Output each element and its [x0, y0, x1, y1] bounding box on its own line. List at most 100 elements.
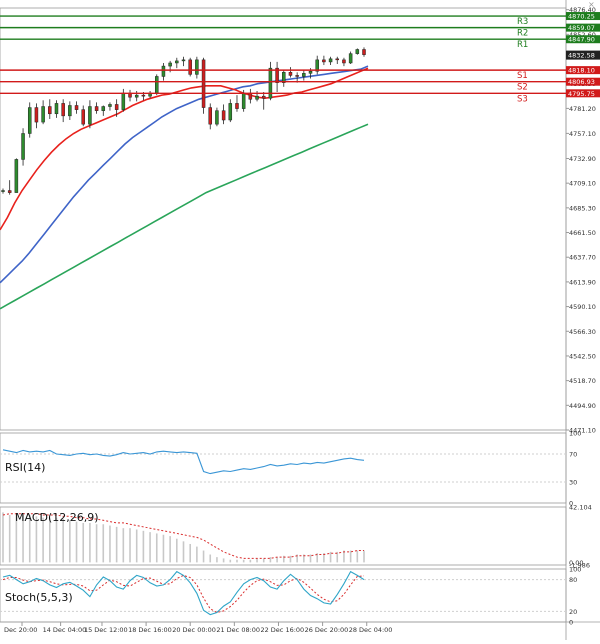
macd-signal-line [2, 513, 364, 559]
candle-up [175, 60, 179, 64]
candle-up [348, 53, 353, 64]
candle-down [362, 49, 366, 55]
candle-up [134, 94, 139, 98]
candle-down [322, 59, 326, 63]
candle-up [41, 106, 45, 123]
rsi-tick-label: 30 [569, 479, 577, 487]
level-price-tag [566, 23, 600, 32]
level-name-s2: S2 [517, 83, 528, 93]
price-tick-label: 4781.20 [569, 105, 596, 113]
candle-up [282, 72, 286, 83]
candle-up [108, 104, 112, 107]
macd-title: MACD(12,26,9) [15, 511, 99, 524]
candle-down [208, 107, 212, 125]
close-icon: × [588, 0, 595, 9]
rsi-tick-label: 0 [569, 500, 573, 508]
candle-down [74, 105, 79, 110]
candle-down [288, 72, 293, 76]
candle-up [21, 133, 25, 160]
time-tick-label: 18 Dec 16:00 [128, 626, 172, 634]
price-tick-label: 4876.40 [569, 6, 596, 14]
price-tick-label: 4494.90 [569, 402, 596, 410]
ma-mid-line [0, 65, 369, 284]
price-tick-label: 4518.70 [569, 377, 596, 385]
candle-down [141, 94, 146, 97]
candle-down [48, 106, 52, 115]
current-price-label: 4832.58 [568, 52, 595, 60]
stoch-main-line [2, 570, 365, 616]
candle-up [355, 49, 360, 54]
price-tick-label: 4709.10 [569, 180, 596, 188]
price-tick-label: 4590.10 [569, 303, 596, 311]
candle-up [1, 190, 5, 192]
candle-down [34, 107, 39, 123]
candle-down [201, 59, 206, 108]
level-price-label: 4818.10 [568, 67, 595, 75]
level-name-r2: R2 [517, 29, 528, 39]
level-price-tag [566, 12, 600, 21]
price-tick-label: 4661.50 [569, 229, 596, 237]
candle-down [275, 67, 279, 83]
price-tick-label: 4732.90 [569, 155, 596, 163]
stoch-tick-label: 0 [569, 619, 573, 627]
level-price-label: 4795.75 [568, 90, 595, 98]
candle-down [221, 110, 226, 121]
current-price-tag [566, 50, 600, 60]
time-tick-label: 14 Dec 04:00 [43, 626, 87, 634]
level-name-r1: R1 [517, 40, 528, 50]
candle-down [295, 75, 299, 77]
stoch-title: Stoch(5,5,3) [5, 591, 73, 604]
macd-tick-label: -1.986 [569, 562, 590, 570]
candle-up [155, 76, 159, 94]
candle-down [235, 103, 239, 109]
candle-down [188, 59, 192, 75]
level-price-tag [566, 66, 600, 75]
candle-up [161, 65, 166, 77]
candle-up [181, 59, 186, 62]
candle-up [215, 110, 219, 125]
time-tick-label: 15 Dec 12:00 [84, 626, 128, 634]
price-tick-label: 4685.30 [569, 204, 596, 212]
candle-up [328, 58, 333, 63]
macd-tick-label: 0.00 [569, 559, 583, 567]
candle-up [68, 105, 72, 117]
candle-up [195, 59, 199, 75]
level-name-s3: S3 [517, 94, 528, 104]
time-tick-label: 26 Dec 20:00 [305, 626, 349, 634]
candle-up [101, 106, 106, 111]
pane-frame-stoch [0, 568, 567, 623]
candle-up [308, 71, 313, 74]
candle-up [54, 103, 59, 115]
level-price-tag [566, 89, 600, 98]
pane-frame-price [0, 7, 567, 431]
ma-fast-line [0, 67, 369, 231]
candle-up [228, 103, 233, 121]
candle-down [81, 109, 85, 125]
macd-tick-label: 42.104 [569, 504, 592, 512]
price-tick-label: 4637.70 [569, 254, 596, 262]
level-price-label: 4806.93 [568, 78, 595, 86]
rsi-tick-label: 100 [569, 430, 581, 438]
rsi-title: RSI(14) [5, 461, 45, 474]
candle-up [241, 92, 246, 109]
stoch-tick-label: 100 [569, 566, 581, 574]
candle-up [315, 59, 319, 72]
stoch-tick-label: 20 [569, 608, 577, 616]
level-name-s1: S1 [517, 71, 528, 81]
level-price-tag [566, 35, 600, 44]
time-tick-label: Dec 20:00 [4, 626, 37, 634]
time-tick-label: 22 Dec 16:00 [260, 626, 304, 634]
rsi-tick-label: 70 [569, 451, 577, 459]
level-price-tag [566, 77, 600, 86]
time-tick-label: 21 Dec 08:00 [216, 626, 260, 634]
candle-down [335, 58, 340, 61]
price-tick-label: 4852.60 [569, 31, 596, 39]
pane-frame-rsi [0, 432, 567, 504]
candle-up [255, 95, 259, 100]
level-price-label: 4859.07 [568, 24, 595, 32]
candle-down [261, 95, 266, 99]
price-tick-label: 4542.50 [569, 352, 596, 360]
ma-slow-line [0, 123, 369, 310]
